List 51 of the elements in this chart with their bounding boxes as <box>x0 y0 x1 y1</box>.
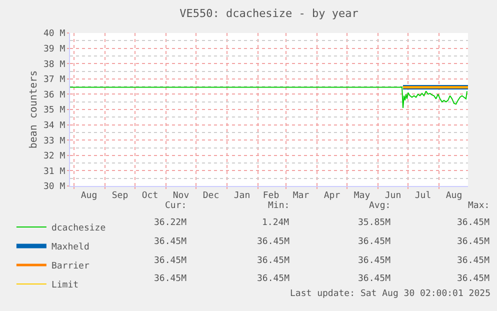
legend-label: Limit <box>51 280 79 290</box>
y-tick-label: 37 M <box>44 75 66 86</box>
text: 36.45M <box>457 274 490 284</box>
x-tick-label: Feb <box>262 190 280 201</box>
x-tick-label: Jun <box>384 190 402 201</box>
x-tick-label: Sep <box>112 190 128 201</box>
y-tick-label: 34 M <box>44 120 66 131</box>
x-tick-label: Jan <box>234 190 250 201</box>
text: 36.45M <box>358 274 392 284</box>
text: Avg: <box>369 201 391 211</box>
text: Cur: <box>165 201 187 211</box>
text: 36.45M <box>154 237 188 247</box>
x-tick-label: Apr <box>324 190 341 201</box>
x-tick-label: Jul <box>414 190 432 201</box>
text: 36.22M <box>154 218 188 228</box>
x-tick-label: Mar <box>292 190 310 201</box>
legend-label: Barrier <box>51 261 90 272</box>
x-tick-label: May <box>354 190 371 201</box>
y-tick-label: 39 M <box>44 44 66 54</box>
text: 35.85M <box>358 218 392 228</box>
text: 36.45M <box>257 274 290 284</box>
legend-label: Maxheld <box>51 242 90 252</box>
text: 36.45M <box>457 256 490 266</box>
legend-label: dcachesize <box>51 223 106 234</box>
y-tick-label: 32 M <box>44 152 66 162</box>
y-tick-label: 38 M <box>44 60 66 70</box>
y-tick-label: 33 M <box>44 136 66 146</box>
y-tick-label: 40 M <box>44 29 66 40</box>
y-axis-title: bean counters <box>28 70 40 149</box>
text: Max: <box>468 201 490 211</box>
text: 36.45M <box>358 237 392 247</box>
text: 36.45M <box>358 256 392 266</box>
y-tick-label: 30 M <box>44 182 66 192</box>
text: 36.45M <box>257 237 290 247</box>
x-tick-label: Nov <box>172 190 190 201</box>
x-tick-label: Aug <box>80 190 98 201</box>
chart-title: VE550: dcachesize - by year <box>180 6 359 20</box>
text: 36.45M <box>457 218 490 228</box>
x-tick-label: Dec <box>202 190 220 201</box>
y-tick-label: 35 M <box>44 106 66 116</box>
x-tick-label: Aug <box>446 190 462 201</box>
text: 36.45M <box>154 274 188 284</box>
y-tick-label: 36 M <box>44 90 66 100</box>
x-tick-label: Oct <box>142 190 158 201</box>
y-tick-label: 31 M <box>44 166 66 177</box>
text: 1.24M <box>262 218 290 228</box>
text: 36.45M <box>154 256 188 266</box>
text: 36.45M <box>257 256 290 266</box>
text: 36.45M <box>457 237 490 247</box>
text: Min: <box>268 201 290 211</box>
text: Last update: Sat Aug 30 02:00:01 2025 <box>290 289 490 299</box>
